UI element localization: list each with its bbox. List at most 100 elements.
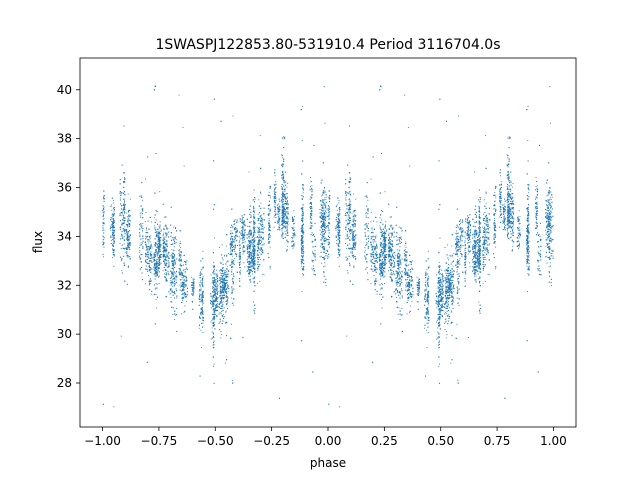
data-point <box>455 240 457 242</box>
data-point <box>488 229 490 231</box>
data-point <box>170 280 172 282</box>
data-point <box>365 223 367 225</box>
data-point <box>401 239 403 241</box>
data-point <box>549 265 551 267</box>
data-point <box>242 221 244 223</box>
data-point <box>242 223 244 225</box>
data-point <box>527 253 529 255</box>
data-point <box>283 205 285 207</box>
data-point <box>487 273 489 275</box>
data-point <box>508 211 510 213</box>
data-point <box>142 208 144 210</box>
data-point <box>504 205 506 207</box>
data-point <box>242 227 244 229</box>
data-point <box>472 269 474 271</box>
data-point <box>202 304 204 306</box>
data-point <box>397 243 399 245</box>
data-point <box>151 268 153 270</box>
data-point <box>424 327 426 329</box>
data-point <box>474 245 476 247</box>
data-point <box>320 245 322 247</box>
data-point <box>509 221 511 223</box>
data-point <box>103 200 105 202</box>
data-point <box>230 250 232 252</box>
data-point <box>175 236 177 238</box>
data-point <box>506 224 508 225</box>
data-point <box>262 237 264 239</box>
data-point <box>526 259 528 261</box>
data-point <box>443 297 445 299</box>
data-point <box>256 263 258 265</box>
data-point <box>128 222 130 224</box>
data-point <box>461 254 463 256</box>
data-point <box>217 300 219 302</box>
data-point <box>395 296 397 298</box>
data-point <box>284 226 286 228</box>
data-point <box>405 247 407 249</box>
data-point <box>223 292 225 294</box>
data-point <box>417 290 419 292</box>
data-point <box>353 218 355 220</box>
data-point <box>282 174 284 176</box>
data-point <box>349 239 351 241</box>
data-point <box>120 335 122 337</box>
data-point <box>277 229 279 231</box>
data-point <box>381 266 383 268</box>
data-point <box>139 244 141 246</box>
data-point <box>183 165 185 167</box>
data-point <box>158 275 160 277</box>
data-point <box>250 215 252 217</box>
data-point <box>365 257 367 259</box>
data-point <box>425 280 427 282</box>
data-point <box>248 251 250 253</box>
data-point <box>397 279 399 281</box>
data-point <box>436 295 438 297</box>
data-point <box>165 274 167 276</box>
data-point <box>162 251 164 253</box>
data-point <box>258 241 260 243</box>
data-point <box>249 249 251 251</box>
data-point <box>253 228 255 230</box>
data-point <box>219 278 221 280</box>
data-point <box>166 274 168 276</box>
data-point <box>283 220 285 222</box>
data-point <box>172 257 174 259</box>
data-point <box>323 217 325 219</box>
data-point <box>451 273 453 275</box>
data-point <box>220 276 222 278</box>
data-point <box>144 221 146 223</box>
data-point <box>324 230 326 232</box>
data-point <box>252 301 254 303</box>
data-point <box>336 204 338 206</box>
data-point <box>446 313 448 315</box>
data-point <box>439 308 441 310</box>
data-point <box>236 228 238 230</box>
data-point <box>469 250 471 252</box>
data-point <box>171 272 173 274</box>
data-point <box>221 289 223 291</box>
data-point <box>214 297 216 299</box>
data-point <box>482 254 484 256</box>
data-point <box>165 244 167 246</box>
data-point <box>396 301 398 303</box>
data-point <box>381 267 383 269</box>
data-point <box>324 231 326 233</box>
data-point <box>243 219 245 221</box>
data-point <box>234 223 236 225</box>
data-point <box>427 317 429 319</box>
data-point <box>395 255 397 257</box>
data-point <box>346 259 348 261</box>
data-point <box>550 206 552 208</box>
data-point <box>346 270 348 272</box>
data-point <box>243 230 245 232</box>
data-point <box>145 254 147 256</box>
data-point <box>324 191 326 193</box>
data-point <box>158 230 160 232</box>
data-point <box>526 255 528 257</box>
data-point <box>166 245 168 247</box>
data-point <box>113 242 115 244</box>
data-point <box>119 228 121 230</box>
data-point <box>285 193 287 195</box>
data-point <box>181 290 183 292</box>
data-point <box>488 274 490 276</box>
